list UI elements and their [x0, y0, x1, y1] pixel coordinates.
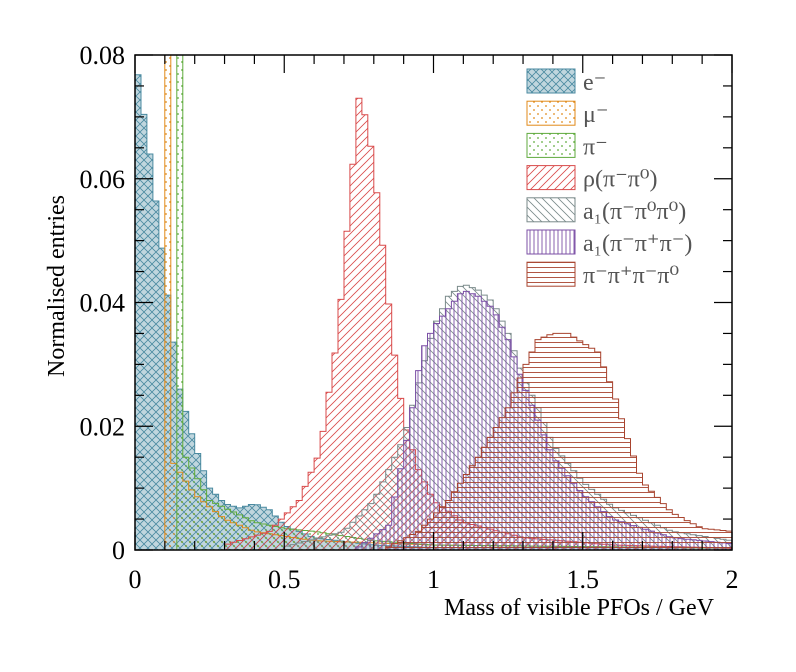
x-tick-label: 0: [129, 565, 142, 594]
legend-label: π⁻π⁺π⁻π⁰: [583, 263, 679, 289]
legend-label: e⁻: [583, 70, 606, 96]
x-axis-title: Mass of visible PFOs / GeV: [444, 595, 715, 621]
legend-swatch: [526, 165, 576, 191]
legend-swatch: [526, 68, 576, 94]
plot-area: [135, 55, 732, 550]
y-tick-label: 0.02: [80, 412, 126, 441]
histogram-series-7: [135, 332, 732, 550]
legend-label: π⁻: [583, 134, 608, 160]
legend-label: ρ(π⁻π⁰): [583, 167, 657, 193]
legend-label: a₁(π⁻π⁺π⁻): [583, 231, 692, 257]
y-axis-title: Normalised entries: [44, 195, 70, 377]
y-tick-label: 0: [112, 536, 125, 565]
legend-label: μ⁻: [583, 102, 609, 128]
legend-swatch: [526, 229, 576, 255]
legend-swatch: [526, 100, 576, 126]
y-tick-label: 0.08: [80, 41, 126, 70]
x-tick-label: 1.5: [567, 565, 600, 594]
y-tick-label: 0.06: [80, 165, 126, 194]
axes: 0 0.5 1 1.5 2 0 0.02 0.04 0.06 0.08: [80, 41, 739, 594]
legend-swatch: [526, 132, 576, 158]
legend-swatch: [526, 197, 576, 223]
y-tick-label: 0.04: [80, 289, 126, 318]
legend-label: a₁(π⁻π⁰π⁰): [583, 199, 686, 225]
legend-swatch: [526, 261, 576, 287]
x-tick-label: 2: [726, 565, 739, 594]
x-tick-label: 0.5: [268, 565, 301, 594]
x-tick-label: 1: [427, 565, 440, 594]
legend: e⁻ μ⁻ π⁻ ρ(π⁻π⁰) a₁(π⁻π⁰π⁰) a₁(π⁻π⁺π⁻) π⁻π⁺π⁻π…: [526, 68, 692, 289]
